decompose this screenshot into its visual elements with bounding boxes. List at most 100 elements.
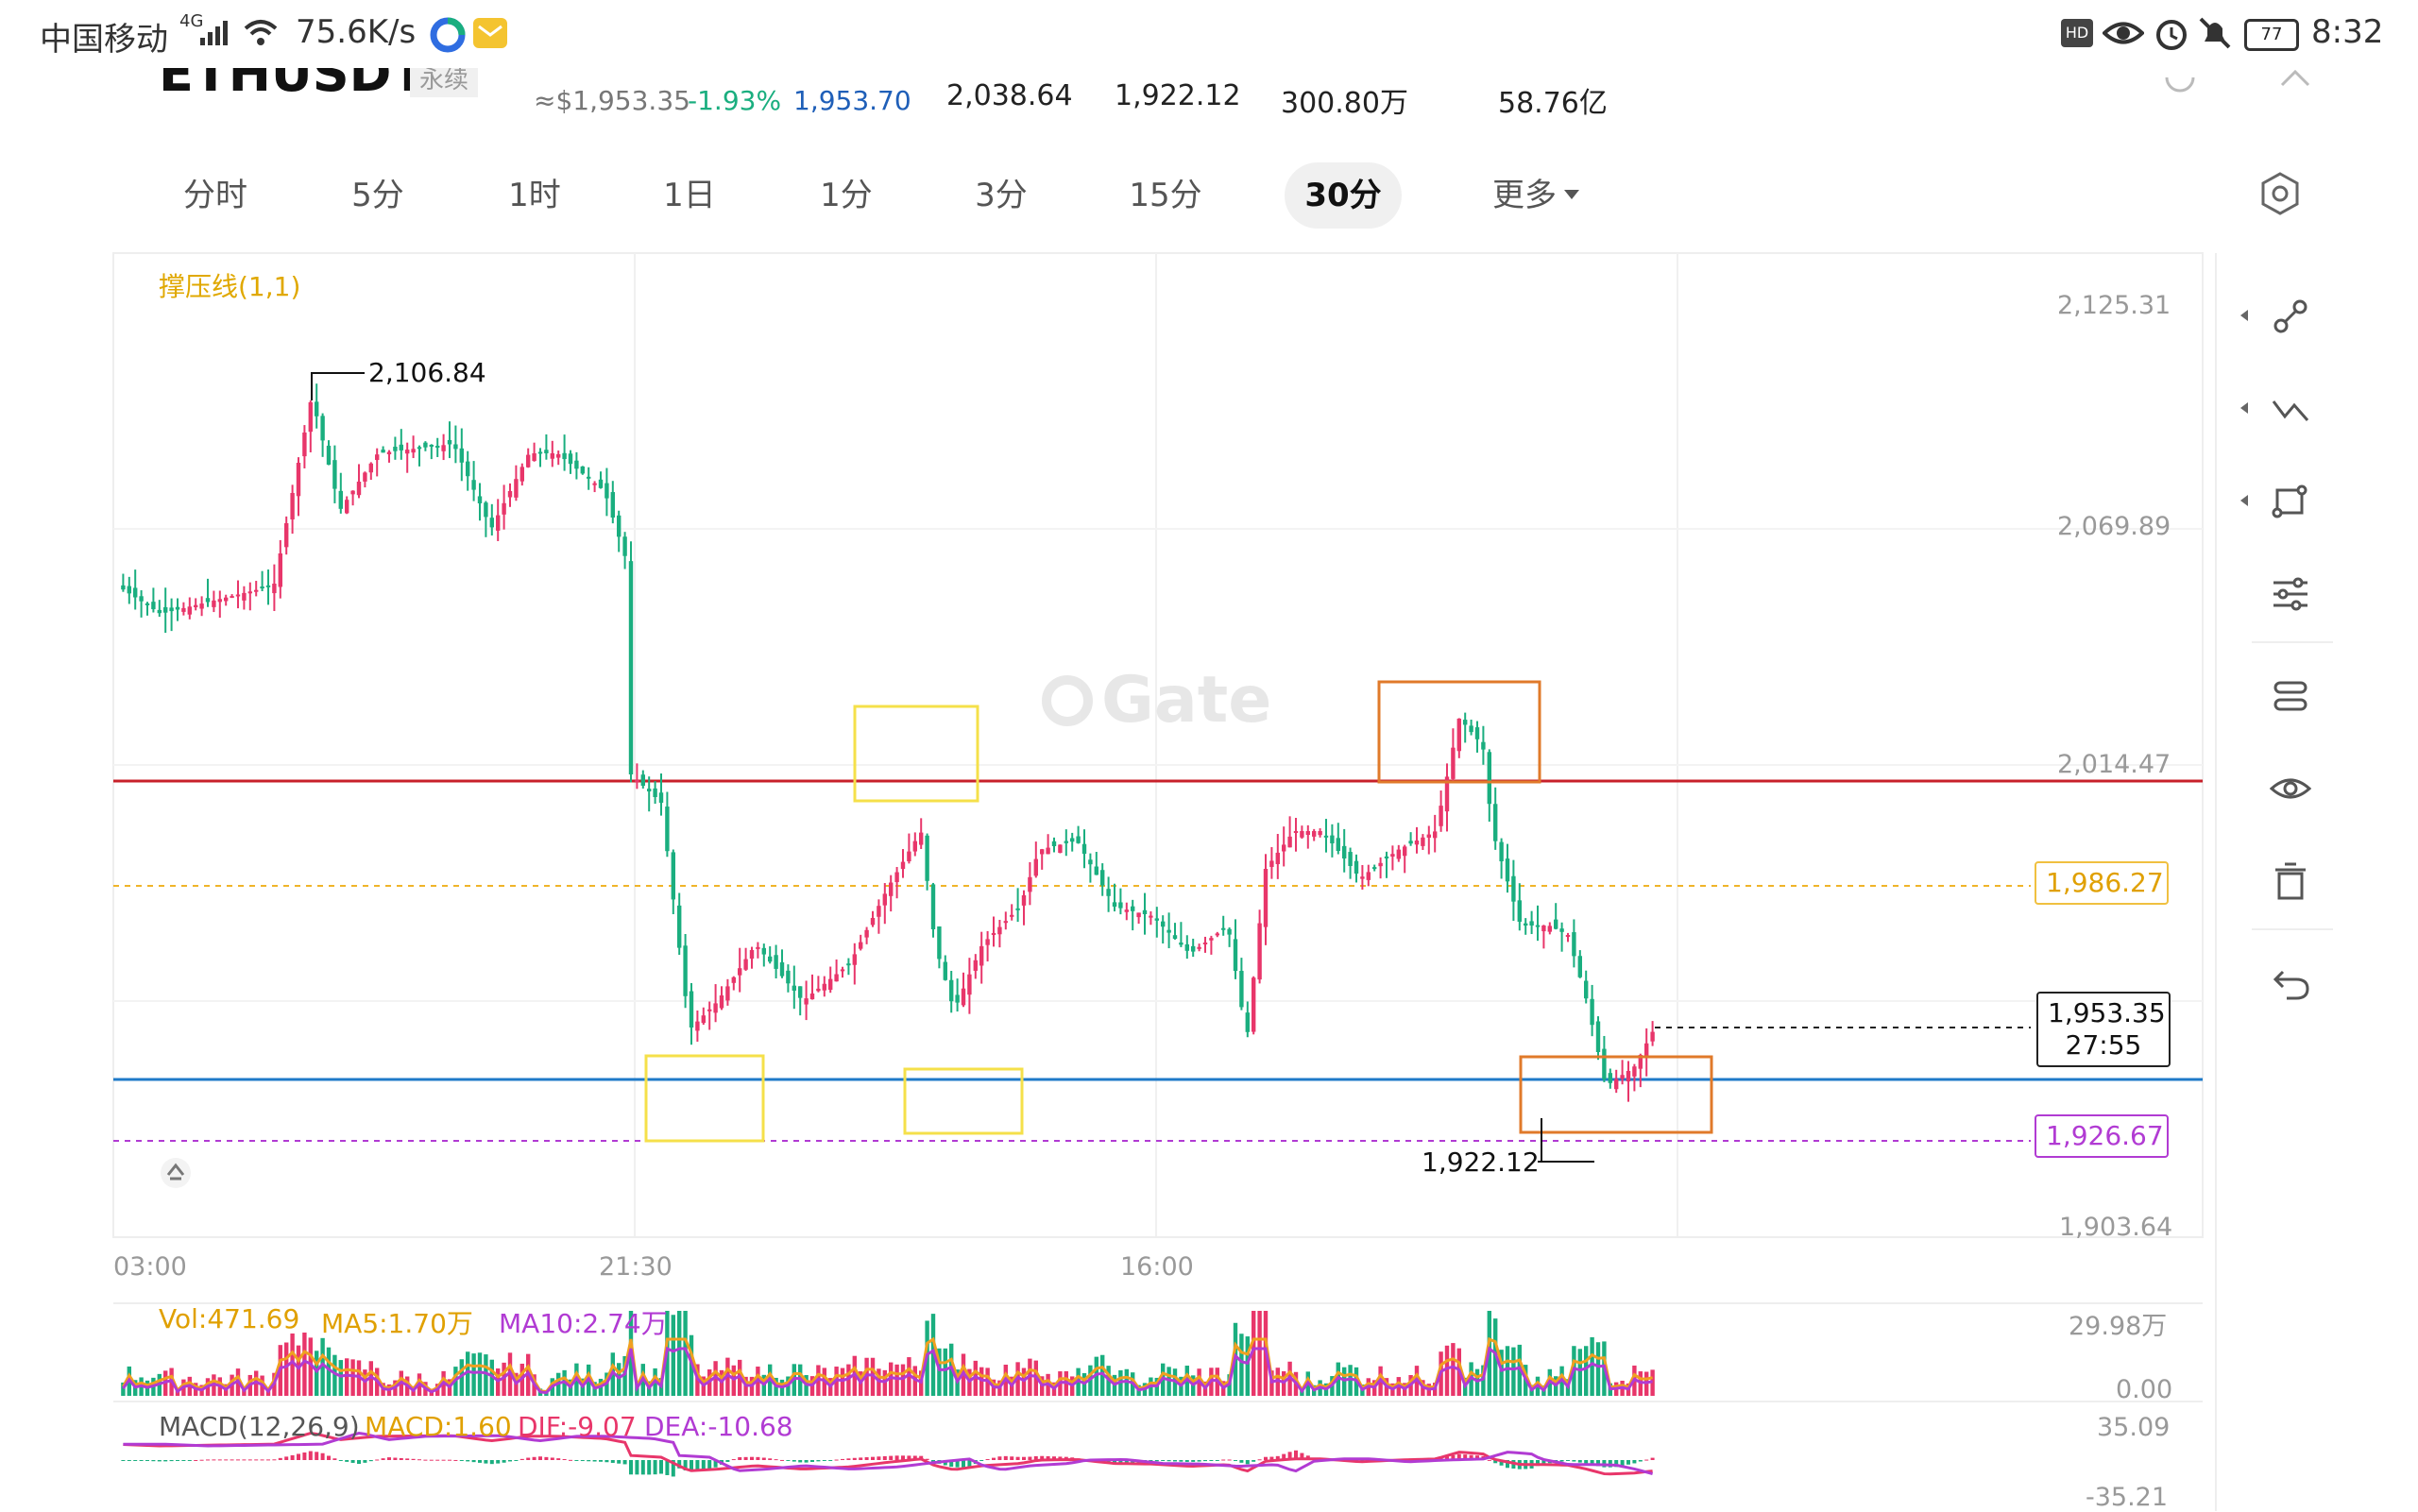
macd-bar bbox=[1245, 1460, 1250, 1465]
macd-bar bbox=[871, 1456, 875, 1460]
candle-body bbox=[1227, 928, 1232, 935]
alarm-icon bbox=[2154, 15, 2189, 55]
tab-30m[interactable]: 30分 bbox=[1285, 162, 1402, 229]
macd-bar bbox=[901, 1455, 905, 1460]
macd-bar bbox=[574, 1460, 579, 1461]
collapse-chevron-icon[interactable] bbox=[2276, 68, 2314, 94]
auto-scale-icon[interactable] bbox=[157, 1154, 195, 1196]
candle-body bbox=[1033, 858, 1038, 876]
macd-bar bbox=[484, 1460, 488, 1464]
candle-body bbox=[1287, 836, 1292, 848]
candle-body bbox=[610, 492, 615, 518]
expand-arrow-icon[interactable] bbox=[2239, 308, 2250, 327]
tab-5m[interactable]: 5分 bbox=[351, 177, 404, 214]
macd-bar bbox=[212, 1459, 216, 1461]
dropdown-triangle-icon[interactable] bbox=[1562, 187, 1581, 205]
expand-arrow-icon-3[interactable] bbox=[2239, 493, 2250, 512]
macd-bar bbox=[466, 1460, 470, 1462]
candle-body bbox=[1463, 720, 1468, 725]
tab-fenshi[interactable]: 分时 bbox=[183, 177, 247, 214]
undo-icon[interactable] bbox=[2267, 960, 2314, 1007]
macd-bar bbox=[1252, 1460, 1256, 1462]
tab-1m[interactable]: 1分 bbox=[820, 177, 873, 214]
shape-icon[interactable] bbox=[2267, 478, 2314, 525]
candle-body bbox=[894, 872, 899, 883]
change-percent: -1.93% bbox=[688, 85, 782, 116]
macd-bar bbox=[1191, 1460, 1196, 1462]
macd-bar bbox=[786, 1460, 791, 1461]
candle-body bbox=[1046, 847, 1050, 855]
gate-watermark: Gate bbox=[1042, 663, 1271, 738]
candle-body bbox=[1529, 921, 1534, 926]
candle-body bbox=[1106, 889, 1111, 896]
ticker-header: ETHUSDT 永续 ≈$1,953.35 -1.93% 1,953.70 2,… bbox=[0, 68, 2418, 125]
macd-bar bbox=[266, 1459, 270, 1461]
candle-body bbox=[1620, 1075, 1625, 1079]
candle-body bbox=[1541, 926, 1546, 932]
macd-bar bbox=[828, 1460, 833, 1461]
macd-bar bbox=[1626, 1460, 1630, 1465]
indicator-label[interactable]: 撑压线(1,1) bbox=[159, 271, 301, 302]
macd-bar bbox=[236, 1459, 240, 1461]
tab-3m[interactable]: 3分 bbox=[975, 177, 1028, 214]
support-price-tag[interactable]: 1,926.67 bbox=[2035, 1114, 2169, 1158]
candle-body bbox=[743, 959, 748, 970]
candle-body bbox=[526, 454, 531, 467]
macd-bar bbox=[1287, 1452, 1292, 1460]
candle-body bbox=[133, 587, 138, 598]
candle-body bbox=[985, 939, 990, 945]
macd-bar bbox=[496, 1460, 501, 1464]
candle-body bbox=[658, 792, 664, 803]
candle-body bbox=[1312, 831, 1317, 837]
low-24h: 1,922.12 bbox=[1115, 79, 1241, 112]
candle-body bbox=[937, 926, 942, 960]
current-price-tag[interactable]: 1,953.35 27:55 bbox=[2036, 992, 2171, 1067]
turnover-24h: 58.76亿 bbox=[1498, 87, 1608, 120]
candle-body bbox=[194, 604, 198, 607]
candle-body bbox=[677, 905, 682, 948]
trash-icon[interactable] bbox=[2267, 858, 2314, 905]
macd-bar bbox=[992, 1457, 996, 1460]
tab-1d[interactable]: 1日 bbox=[663, 177, 716, 214]
candle-body bbox=[779, 961, 785, 977]
candle-body bbox=[1300, 831, 1304, 838]
clock: 8:32 bbox=[2311, 13, 2384, 51]
candle-body bbox=[484, 502, 488, 518]
chart-settings-icon[interactable] bbox=[2259, 170, 2301, 221]
expand-arrow-icon-2[interactable] bbox=[2239, 400, 2250, 419]
candle-body bbox=[532, 453, 536, 462]
resistance-price-tag[interactable]: 1,986.27 bbox=[2035, 861, 2169, 905]
tab-1h[interactable]: 1时 bbox=[508, 177, 561, 214]
settings-sliders-icon[interactable] bbox=[2267, 570, 2314, 618]
candle-body bbox=[640, 774, 645, 786]
symbol-title[interactable]: ETHUSDT bbox=[159, 68, 427, 103]
macd-bar bbox=[538, 1456, 542, 1460]
layers-icon[interactable] bbox=[2267, 672, 2314, 720]
macd-bar bbox=[925, 1458, 929, 1460]
candle-body bbox=[1414, 841, 1420, 845]
eye-icon[interactable] bbox=[2267, 765, 2314, 812]
refresh-icon[interactable] bbox=[2161, 68, 2199, 100]
candle-body bbox=[1408, 841, 1413, 844]
macd-bar bbox=[962, 1460, 965, 1468]
macd-bar bbox=[284, 1456, 289, 1460]
candle-body bbox=[1372, 867, 1377, 870]
macd-bar bbox=[242, 1459, 247, 1461]
macd-bar bbox=[350, 1460, 355, 1463]
zigzag-icon[interactable] bbox=[2267, 385, 2314, 433]
candle-body bbox=[1554, 919, 1558, 929]
volume-bar bbox=[296, 1345, 301, 1396]
vol-label: Vol:471.69 bbox=[159, 1303, 300, 1334]
candle-body bbox=[774, 955, 778, 969]
tab-15m[interactable]: 15分 bbox=[1129, 177, 1202, 214]
candle-body bbox=[1584, 980, 1589, 999]
macd-bar bbox=[1650, 1457, 1655, 1460]
macd-bar bbox=[635, 1460, 639, 1475]
node-line-icon[interactable] bbox=[2267, 293, 2314, 340]
candle-body bbox=[169, 607, 174, 612]
candle-body bbox=[930, 884, 936, 929]
candle-body bbox=[738, 968, 742, 976]
volume-bar bbox=[484, 1354, 488, 1396]
tab-more[interactable]: 更多 bbox=[1492, 177, 1557, 214]
